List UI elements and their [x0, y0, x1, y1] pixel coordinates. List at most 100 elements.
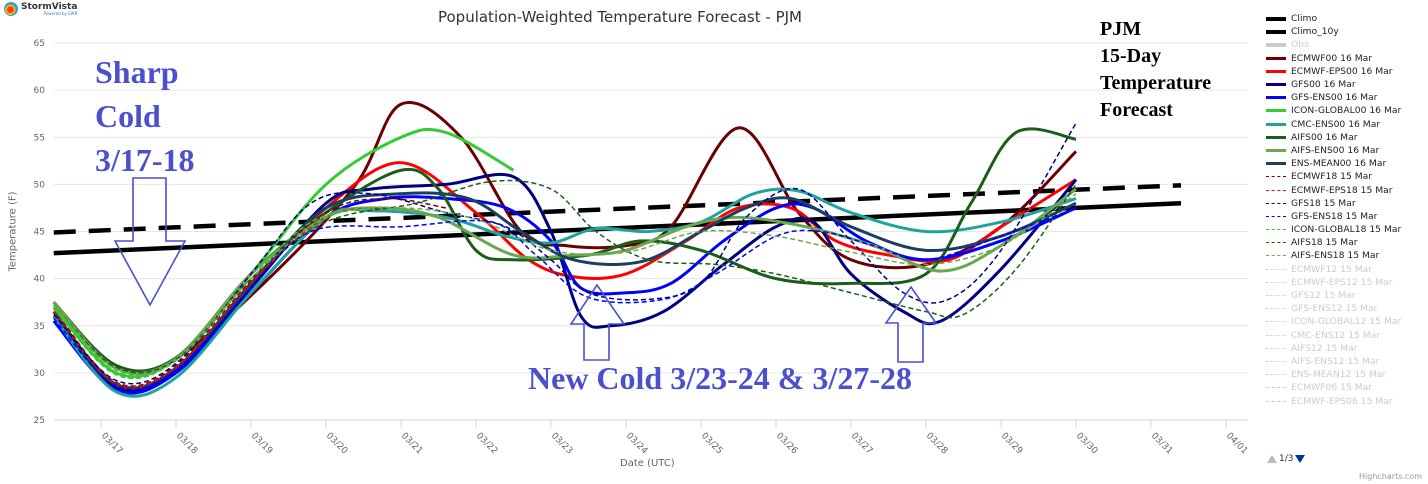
legend-item[interactable]: Obs	[1266, 38, 1426, 51]
annotation-pjm-forecast: PJM 15-Day Temperature Forecast	[1100, 16, 1211, 124]
legend-item[interactable]: AIFS00 16 Mar	[1266, 131, 1426, 144]
series-line-aifs-ens18-15-mar[interactable]	[53, 193, 1077, 376]
series-line-ens-mean00-16-mar[interactable]	[52, 191, 1077, 390]
y-axis-title: Temperature (F)	[7, 191, 19, 272]
legend-item[interactable]: AIFS-ENS18 15 Mar	[1266, 249, 1426, 262]
y-tick-label: 65	[34, 39, 45, 49]
legend-item[interactable]: ECMWF-EPS12 15 Mar	[1266, 276, 1426, 289]
series-line-ecmwf18-15-mar[interactable]	[53, 197, 447, 387]
legend-label: AIFS00 16 Mar	[1291, 131, 1358, 143]
legend-swatch-icon	[1266, 374, 1286, 376]
annotation-line: Sharp	[95, 54, 179, 90]
y-axis-ticks: 25 30 35 40 45 50 55 60 65	[34, 39, 46, 426]
legend-label: GFS-ENS18 15 Mar	[1291, 210, 1378, 222]
legend-page-down-icon[interactable]	[1295, 455, 1306, 463]
legend-swatch-icon	[1266, 122, 1286, 126]
legend-item[interactable]: GFS18 15 Mar	[1266, 197, 1426, 210]
legend-item[interactable]: ECMWF00 16 Mar	[1266, 52, 1426, 65]
legend-item[interactable]: GFS00 16 Mar	[1266, 78, 1426, 91]
legend-swatch-icon	[1266, 308, 1286, 310]
legend-label: AIFS-ENS18 15 Mar	[1291, 250, 1380, 262]
x-tick-label: 03/21	[399, 431, 424, 456]
legend-swatch-icon	[1266, 321, 1286, 323]
legend-label: CMC-ENS00 16 Mar	[1291, 118, 1381, 130]
legend-item[interactable]: ICON-GLOBAL18 15 Mar	[1266, 223, 1426, 236]
series-line-gfs-ens18-15-mar[interactable]	[53, 207, 1077, 391]
up-arrow-icon	[569, 283, 626, 361]
legend-label: GFS18 15 Mar	[1291, 197, 1356, 209]
series-line-aifs-ens00-16-mar[interactable]	[52, 187, 1077, 375]
legend-item[interactable]: ENS-MEAN12 15 Mar	[1266, 368, 1426, 381]
legend-item[interactable]: Climo_10y	[1266, 25, 1426, 38]
legend-label: Obs	[1291, 39, 1309, 51]
legend-item[interactable]: AIFS12 15 Mar	[1266, 342, 1426, 355]
legend-item[interactable]: ECMWF-EPS18 15 Mar	[1266, 183, 1426, 196]
legend-swatch-icon	[1266, 347, 1286, 349]
x-tick-label: 03/29	[999, 431, 1025, 457]
series-line-climo-10y[interactable]	[53, 183, 1182, 235]
legend-item[interactable]: AIFS18 15 Mar	[1266, 236, 1426, 249]
annotation-arrows	[113, 177, 938, 363]
legend-swatch-icon	[1266, 83, 1286, 87]
x-tick-label: 03/26	[774, 431, 800, 457]
y-tick-label: 50	[34, 180, 46, 190]
series-line-cmc-ens00-16-mar[interactable]	[52, 187, 1077, 398]
x-axis-ticks: 03/17 03/18 03/19 03/20 03/21 03/22 03/23 03/24…	[99, 420, 1249, 457]
legend-label: CMC-ENS12 15 Mar	[1291, 329, 1381, 341]
legend-item[interactable]: ECMWF18 15 Mar	[1266, 170, 1426, 183]
legend-label: Climo_10y	[1291, 26, 1339, 38]
x-tick-label: 03/28	[924, 431, 950, 457]
y-tick-label: 55	[34, 133, 45, 143]
legend-swatch-icon	[1266, 268, 1286, 270]
x-tick-label: 03/30	[1074, 431, 1100, 457]
x-axis-title: Date (UTC)	[620, 458, 675, 469]
y-tick-label: 45	[34, 228, 45, 238]
y-tick-label: 25	[34, 416, 45, 426]
legend-item[interactable]: GFS-ENS00 16 Mar	[1266, 91, 1426, 104]
series-line-gfs00-16-mar[interactable]	[52, 172, 1078, 393]
annotation-line: 3/17-18	[95, 142, 195, 178]
legend-item[interactable]: AIFS-ENS00 16 Mar	[1266, 144, 1426, 157]
legend-swatch-icon	[1266, 387, 1286, 389]
legend-swatch-icon	[1266, 42, 1286, 47]
legend-item[interactable]: ECMWF12 15 Mar	[1266, 263, 1426, 276]
series-line-icon-global00-16-mar[interactable]	[52, 127, 515, 379]
x-tick-label: 03/31	[1149, 431, 1174, 456]
annotation-sharp-cold: Sharp Cold 3/17-18	[95, 50, 195, 182]
legend-item[interactable]: AIFS-ENS12 15 Mar	[1266, 355, 1426, 368]
legend-item[interactable]: ICON-GLOBAL12 15 Mar	[1266, 315, 1426, 328]
down-arrow-icon	[113, 177, 187, 307]
stormvista-logo: StormVista Powered by EWR	[4, 2, 77, 16]
series-line-gfs18-15-mar[interactable]	[53, 122, 1077, 385]
legend-item[interactable]: ICON-GLOBAL00 16 Mar	[1266, 104, 1426, 117]
annotation-line: PJM	[1100, 18, 1142, 40]
legend-item[interactable]: ECMWF-EPS06 15 Mar	[1266, 394, 1426, 407]
legend-item[interactable]: GFS-ENS18 15 Mar	[1266, 210, 1426, 223]
series-lines	[52, 101, 1182, 398]
legend-page-up-icon[interactable]	[1267, 455, 1277, 463]
legend-swatch-icon	[1266, 162, 1286, 166]
legend-label: ECMWF-EPS12 15 Mar	[1291, 276, 1393, 288]
brand-name: StormVista	[21, 1, 78, 12]
legend-item[interactable]: Climo	[1266, 12, 1426, 25]
legend-label: ECMWF-EPS06 15 Mar	[1291, 395, 1393, 407]
legend-item[interactable]: GFS12 15 Mar	[1266, 289, 1426, 302]
legend-label: ICON-GLOBAL12 15 Mar	[1291, 316, 1402, 328]
legend-item[interactable]: GFS-ENS12 15 Mar	[1266, 302, 1426, 315]
legend-item[interactable]: ENS-MEAN00 16 Mar	[1266, 157, 1426, 170]
legend-label: ECMWF00 16 Mar	[1291, 52, 1373, 64]
highcharts-credits[interactable]: Highcharts.com	[1359, 472, 1422, 481]
legend-swatch-icon	[1266, 148, 1286, 152]
series-line-icon-global18-15-mar[interactable]	[53, 207, 372, 380]
legend-swatch-icon	[1266, 189, 1286, 191]
y-tick-label: 60	[34, 86, 46, 96]
legend-item[interactable]: ECMWF-EPS00 16 Mar	[1266, 65, 1426, 78]
annotation-line: Cold	[95, 98, 161, 134]
legend-swatch-icon	[1266, 215, 1286, 217]
legend-label: ICON-GLOBAL18 15 Mar	[1291, 224, 1402, 236]
legend-label: ECMWF06 15 Mar	[1291, 382, 1373, 394]
legend-item[interactable]: ECMWF06 15 Mar	[1266, 381, 1426, 394]
legend-item[interactable]: CMC-ENS12 15 Mar	[1266, 329, 1426, 342]
legend-item[interactable]: CMC-ENS00 16 Mar	[1266, 118, 1426, 131]
